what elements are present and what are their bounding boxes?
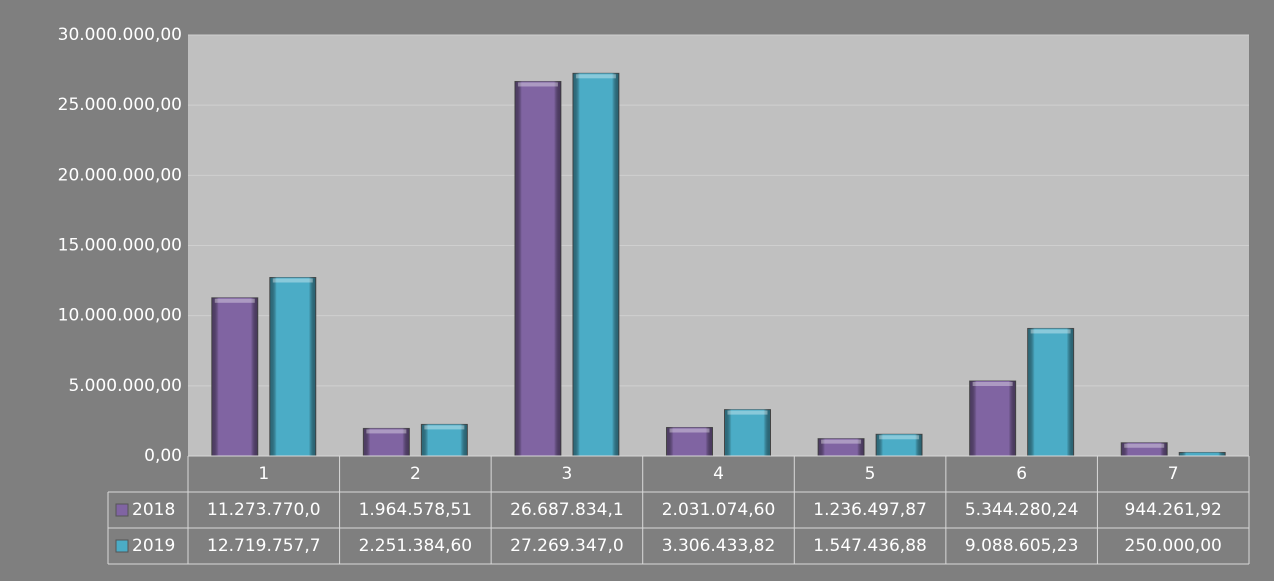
bar [572, 72, 620, 457]
table-value: 3.306.433,82 [662, 536, 776, 556]
legend-key [115, 539, 129, 553]
bar [724, 409, 771, 457]
x-tick-label: 4 [713, 464, 724, 484]
y-tick-label: 20.000.000,00 [58, 165, 182, 185]
table-value: 250.000,00 [1125, 536, 1222, 556]
bar-bevel [214, 298, 255, 303]
table-value: 26.687.834,1 [510, 500, 624, 520]
table-value: 1.547.436,88 [813, 536, 927, 556]
bar-bevel [272, 278, 313, 283]
table-value: 1.964.578,51 [359, 500, 473, 520]
bar-bevel [1124, 443, 1165, 448]
x-tick-label: 7 [1168, 464, 1179, 484]
bar [514, 80, 562, 457]
x-tick-label: 3 [562, 464, 573, 484]
y-tick-label: 0,00 [144, 446, 182, 466]
x-tick-label: 5 [865, 464, 876, 484]
table-value: 944.261,92 [1125, 500, 1222, 520]
bar-bevel [366, 429, 407, 434]
bar [969, 380, 1017, 457]
bar [269, 276, 317, 457]
bar-bevel [517, 82, 558, 87]
x-tick-label: 1 [258, 464, 269, 484]
table-value: 2.031.074,60 [662, 500, 776, 520]
legend-label: 2018 [132, 500, 175, 520]
bar-bevel [727, 410, 768, 415]
y-tick-label: 25.000.000,00 [58, 95, 182, 115]
bar-bevel [972, 382, 1013, 387]
y-tick-label: 15.000.000,00 [58, 236, 182, 256]
y-tick-label: 5.000.000,00 [68, 376, 182, 396]
table-value: 27.269.347,0 [510, 536, 624, 556]
bar-bevel [1030, 329, 1071, 334]
table-value: 11.273.770,0 [207, 500, 321, 520]
table-value: 5.344.280,24 [965, 500, 1079, 520]
bar-bevel [669, 428, 710, 433]
x-tick-label: 2 [410, 464, 421, 484]
bar-bevel [424, 425, 465, 430]
bar [1178, 451, 1226, 457]
x-tick-label: 6 [1016, 464, 1027, 484]
y-tick-label: 10.000.000,00 [58, 306, 182, 326]
bar-bevel [879, 435, 920, 440]
table-value: 1.236.497,87 [813, 500, 927, 520]
bar [1027, 327, 1075, 457]
y-tick-label: 30.000.000,00 [58, 25, 182, 45]
bar-bevel [821, 439, 862, 444]
bar-bevel [575, 74, 616, 79]
table-value: 9.088.605,23 [965, 536, 1079, 556]
bar [211, 297, 259, 457]
table-value: 12.719.757,7 [207, 536, 321, 556]
legend-key [115, 503, 129, 517]
table-value: 2.251.384,60 [359, 536, 473, 556]
legend-label: 2019 [132, 536, 175, 556]
